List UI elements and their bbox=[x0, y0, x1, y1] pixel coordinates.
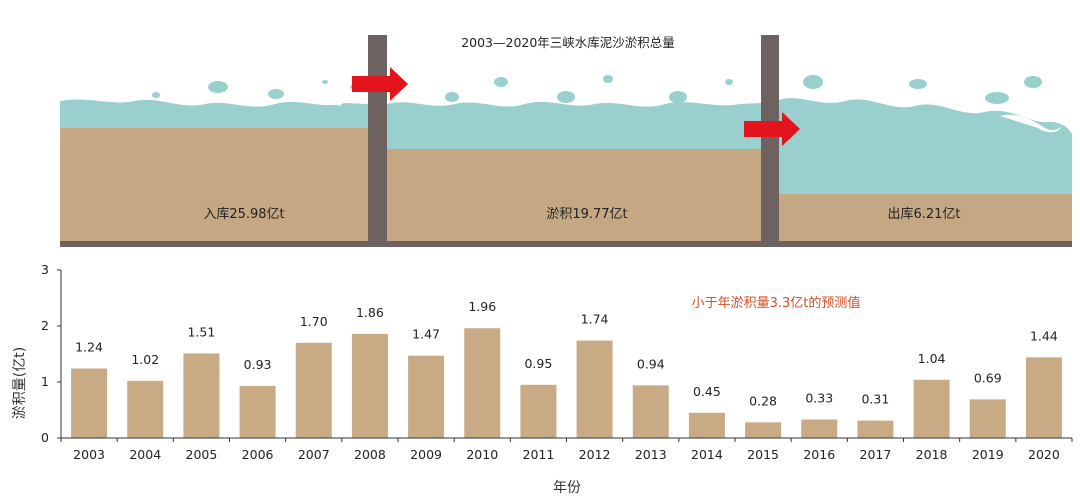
inflow-arrow bbox=[352, 67, 408, 101]
figure-title: 2003—2020年三峡水库泥沙淤积总量 bbox=[461, 35, 675, 50]
x-tick-2005: 2005 bbox=[186, 447, 218, 462]
value-label-2020: 1.44 bbox=[1030, 328, 1058, 343]
y-axis-title: 淤积量(亿t) bbox=[12, 347, 28, 419]
value-label-2016: 0.33 bbox=[805, 391, 833, 406]
annual-deposit-bar-chart: 1.24 1.02 1.51 0.93 1.70 1.86 1.47 1.96 0.95 1.74… bbox=[12, 262, 1073, 496]
reservoir-water bbox=[387, 101, 761, 150]
x-tick-2015: 2015 bbox=[747, 447, 779, 462]
value-labels-layer: 1.24 1.02 1.51 0.93 1.70 1.86 1.47 1.96 0.95 1.74… bbox=[75, 299, 1058, 408]
bar-2015 bbox=[745, 422, 782, 438]
bar-2013 bbox=[632, 385, 669, 438]
y-tick-2: 2 bbox=[41, 318, 49, 333]
bar-2009 bbox=[408, 355, 445, 438]
bar-2017 bbox=[857, 420, 894, 438]
prediction-note: 小于年淤积量3.3亿t的预测值 bbox=[692, 295, 861, 311]
bar-2008 bbox=[351, 333, 388, 438]
y-tick-0: 0 bbox=[41, 430, 49, 445]
bar-2018 bbox=[913, 379, 950, 438]
outflow-sediment bbox=[779, 194, 1072, 242]
x-axis-title: 年份 bbox=[553, 480, 581, 496]
x-tick-2003: 2003 bbox=[73, 447, 105, 462]
outflow-arrow bbox=[744, 112, 800, 146]
deposit-sediment bbox=[387, 149, 761, 242]
value-label-2017: 0.31 bbox=[861, 392, 889, 407]
three-gorges-dam bbox=[761, 35, 779, 247]
upstream-dam bbox=[368, 35, 387, 247]
value-label-2005: 1.51 bbox=[187, 324, 215, 339]
y-tick-3: 3 bbox=[41, 262, 49, 277]
x-tick-2011: 2011 bbox=[523, 447, 555, 462]
x-tick-2008: 2008 bbox=[354, 447, 386, 462]
value-label-2010: 1.96 bbox=[468, 299, 496, 314]
value-label-2015: 0.28 bbox=[749, 393, 777, 408]
bar-2010 bbox=[464, 328, 501, 438]
x-tick-2004: 2004 bbox=[129, 447, 161, 462]
bar-2019 bbox=[969, 399, 1006, 438]
inflow-sediment bbox=[60, 128, 368, 242]
x-tick-2018: 2018 bbox=[916, 447, 948, 462]
value-label-2018: 1.04 bbox=[918, 351, 946, 366]
x-tick-2019: 2019 bbox=[972, 447, 1004, 462]
reservoir-sediment-illustration: 2003—2020年三峡水库泥沙淤积总量 入库25.98亿t 淤积19.77亿t… bbox=[60, 35, 1072, 247]
x-tick-2013: 2013 bbox=[635, 447, 667, 462]
value-label-2008: 1.86 bbox=[356, 305, 384, 320]
x-tick-2006: 2006 bbox=[242, 447, 274, 462]
value-label-2012: 1.74 bbox=[581, 312, 609, 327]
bar-2014 bbox=[688, 412, 725, 438]
x-tick-2009: 2009 bbox=[410, 447, 442, 462]
value-label-2003: 1.24 bbox=[75, 340, 103, 355]
x-tick-2010: 2010 bbox=[466, 447, 498, 462]
x-tick-2012: 2012 bbox=[579, 447, 611, 462]
axes-layer: 2003 2004 2005 2006 2007 2008 2009 2010 2011 2012… bbox=[41, 262, 1073, 462]
outflow-label: 出库6.21亿t bbox=[887, 206, 960, 222]
y-tick-1: 1 bbox=[41, 374, 49, 389]
river-bed bbox=[60, 241, 1072, 247]
x-tick-2020: 2020 bbox=[1028, 447, 1060, 462]
bar-2005 bbox=[183, 353, 220, 438]
value-label-2009: 1.47 bbox=[412, 327, 440, 342]
bar-2006 bbox=[239, 385, 276, 438]
value-label-2004: 1.02 bbox=[131, 352, 159, 367]
value-label-2011: 0.95 bbox=[524, 356, 552, 371]
inflow-label: 入库25.98亿t bbox=[203, 206, 284, 222]
bar-2007 bbox=[295, 342, 332, 438]
x-tick-2016: 2016 bbox=[803, 447, 835, 462]
value-label-2013: 0.94 bbox=[637, 356, 665, 371]
x-tick-2014: 2014 bbox=[691, 447, 723, 462]
bar-2020 bbox=[1025, 357, 1062, 438]
deposit-label: 淤积19.77亿t bbox=[546, 207, 627, 222]
value-label-2006: 0.93 bbox=[244, 357, 272, 372]
bars-layer bbox=[71, 328, 1062, 438]
foam-blobs bbox=[152, 75, 1042, 104]
bar-2012 bbox=[576, 340, 613, 438]
value-label-2019: 0.69 bbox=[974, 370, 1002, 385]
bar-2003 bbox=[71, 368, 108, 438]
x-tick-2017: 2017 bbox=[860, 447, 892, 462]
value-label-2014: 0.45 bbox=[693, 384, 721, 399]
upstream-water bbox=[60, 99, 368, 130]
bar-2011 bbox=[520, 384, 557, 438]
value-label-2007: 1.70 bbox=[300, 314, 328, 329]
downstream-water bbox=[779, 98, 1072, 195]
x-tick-2007: 2007 bbox=[298, 447, 330, 462]
bar-2016 bbox=[801, 419, 838, 438]
bar-2004 bbox=[127, 380, 164, 438]
